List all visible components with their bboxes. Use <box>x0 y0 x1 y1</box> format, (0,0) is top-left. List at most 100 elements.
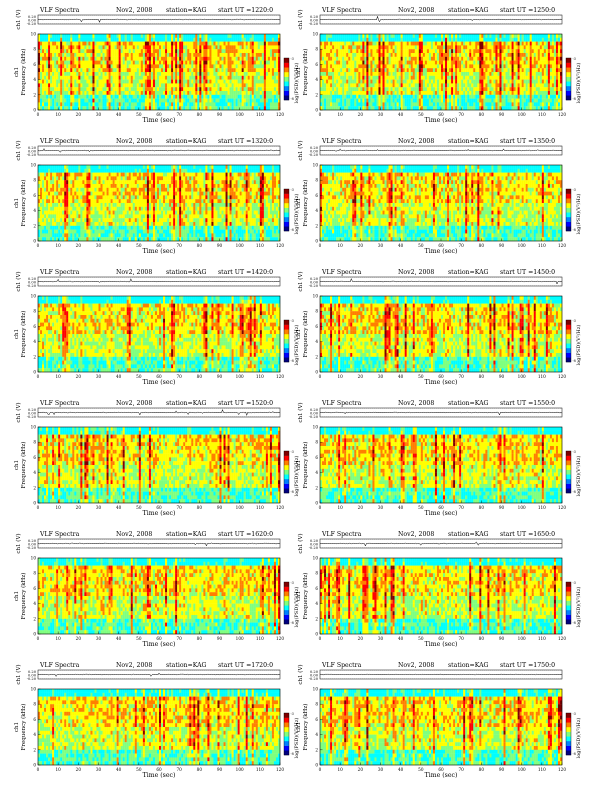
y-tick-label: 8 <box>315 440 318 445</box>
colorbar-tick: -3 <box>291 57 294 61</box>
colorbar-segment <box>284 343 289 348</box>
channel-label: ch1 <box>14 329 20 339</box>
colorbar-segment <box>566 479 571 484</box>
colorbar-segment <box>284 456 289 461</box>
x-tick-label: 40 <box>398 767 404 772</box>
x-tick-label: 110 <box>256 243 264 248</box>
y-tick-label: 10 <box>31 687 37 692</box>
colorbar-tick: -3 <box>573 319 576 323</box>
x-tick-label: 30 <box>96 374 102 379</box>
x-tick-label: 40 <box>398 112 404 117</box>
panel-station: station=KAG <box>166 400 207 407</box>
panel-station: station=KAG <box>448 400 489 407</box>
x-tick-label: 50 <box>136 243 142 248</box>
y-tick-label: 10 <box>31 32 37 37</box>
y-tick-label: 4 <box>315 208 318 213</box>
y-axis-label: Frequency (kHz) <box>20 311 27 358</box>
x-tick-label: 30 <box>96 767 102 772</box>
x-tick-label: 70 <box>176 767 182 772</box>
colorbar-segment <box>284 736 289 741</box>
x-tick-label: 50 <box>136 374 142 379</box>
y-tick-label: 4 <box>315 470 318 475</box>
colorbar-segment <box>284 587 289 592</box>
spectrogram-cells <box>38 296 280 372</box>
x-tick-label: 10 <box>337 505 343 510</box>
channel-label: ch1 <box>296 329 302 339</box>
colorbar-segment <box>566 470 571 475</box>
trace-axis-label: ch1 (V) <box>15 9 22 29</box>
y-axis-label: Frequency (kHz) <box>20 180 27 227</box>
x-tick-label: 10 <box>55 505 61 510</box>
colorbar-tick: -3 <box>291 581 294 585</box>
colorbar-segment <box>566 713 571 718</box>
y-axis-label: Frequency (kHz) <box>20 704 27 751</box>
x-tick-label: 30 <box>378 767 384 772</box>
x-tick-label: 100 <box>518 112 526 117</box>
x-tick-label: 30 <box>378 374 384 379</box>
x-tick-label: 20 <box>358 112 364 117</box>
y-tick-label: 4 <box>33 732 36 737</box>
colorbar-segment <box>284 353 289 358</box>
y-tick-label: 8 <box>33 47 36 52</box>
channel-label: ch1 <box>296 198 302 208</box>
y-axis-label: Frequency (kHz) <box>20 49 27 96</box>
trace-axis-label: ch1 (V) <box>15 402 22 422</box>
trace-tick-label: -0.20 <box>309 546 319 550</box>
colorbar-segment <box>566 217 571 222</box>
panel-title: VLF Spectra <box>321 662 362 669</box>
x-tick-label: 40 <box>116 243 122 248</box>
panel-date: Nov2, 2008 <box>398 531 434 538</box>
x-tick-label: 10 <box>337 243 343 248</box>
x-tick-label: 70 <box>176 505 182 510</box>
colorbar-segment <box>566 736 571 741</box>
colorbar-segment <box>566 610 571 615</box>
x-tick-label: 80 <box>479 505 485 510</box>
x-tick-label: 90 <box>499 112 505 117</box>
colorbar-segment <box>566 67 571 72</box>
y-tick-label: 4 <box>315 601 318 606</box>
panel-title: VLF Spectra <box>39 138 80 145</box>
panel-start-time: start UT =1550:0 <box>500 400 555 407</box>
colorbar-segment <box>566 339 571 344</box>
colorbar-segment <box>566 727 571 732</box>
colorbar-segment <box>284 474 289 479</box>
y-tick-label: 8 <box>33 702 36 707</box>
x-tick-label: 110 <box>538 374 546 379</box>
colorbar-tick: -3 <box>291 450 294 454</box>
panel-title: VLF Spectra <box>39 531 80 538</box>
trace-tick-label: -0.20 <box>309 677 319 681</box>
x-tick-label: 110 <box>538 767 546 772</box>
channel-label: ch1 <box>14 460 20 470</box>
channel-label: ch1 <box>14 67 20 77</box>
x-tick-label: 80 <box>479 636 485 641</box>
colorbar-segment <box>284 460 289 465</box>
colorbar-segment <box>566 357 571 362</box>
panel-title: VLF Spectra <box>321 7 362 14</box>
x-tick-label: 20 <box>358 243 364 248</box>
x-tick-label: 30 <box>96 112 102 117</box>
colorbar-segment <box>566 194 571 199</box>
colorbar-segment <box>284 86 289 91</box>
x-tick-label: 20 <box>76 243 82 248</box>
x-tick-label: 70 <box>176 112 182 117</box>
colorbar-segment <box>284 591 289 596</box>
panel-date: Nov2, 2008 <box>398 400 434 407</box>
y-tick-label: 2 <box>33 616 36 621</box>
y-tick-label: 10 <box>31 556 37 561</box>
x-tick-label: 110 <box>256 112 264 117</box>
y-tick-label: 2 <box>315 354 318 359</box>
y-axis-label: Frequency (kHz) <box>20 573 27 620</box>
colorbar-segment <box>566 465 571 470</box>
colorbar-segment <box>566 189 571 194</box>
x-tick-label: 110 <box>538 243 546 248</box>
y-tick-label: 6 <box>315 586 318 591</box>
x-tick-label: 20 <box>358 767 364 772</box>
y-tick-label: 10 <box>313 32 319 37</box>
colorbar-label: log(PSD)(V²/Hz) <box>575 63 582 104</box>
colorbar-segment <box>566 732 571 737</box>
x-tick-label: 120 <box>276 243 284 248</box>
x-tick-label: 90 <box>217 636 223 641</box>
